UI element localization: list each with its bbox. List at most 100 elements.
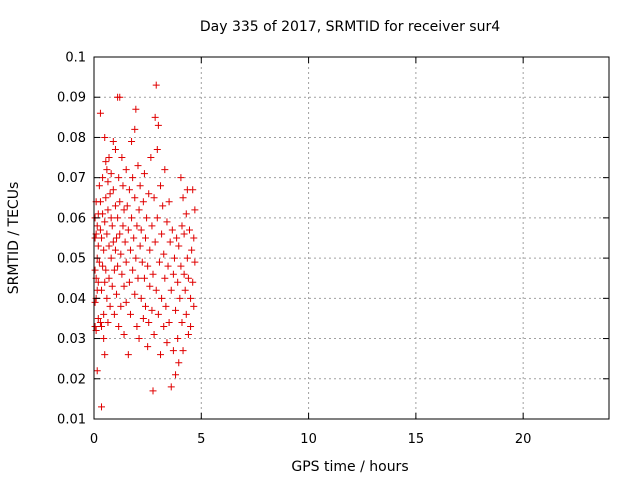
- data-point: [180, 270, 188, 278]
- data-point: [185, 226, 193, 234]
- data-point: [128, 137, 136, 145]
- data-point: [106, 302, 114, 310]
- data-point: [159, 202, 167, 210]
- data-point: [101, 218, 109, 226]
- data-point: [131, 125, 139, 133]
- data-point: [168, 226, 176, 234]
- data-point: [182, 310, 190, 318]
- data-point: [119, 182, 127, 190]
- data-point: [167, 286, 175, 294]
- data-point: [183, 254, 191, 262]
- data-point: [95, 258, 103, 266]
- data-point: [158, 294, 166, 302]
- data-point: [189, 186, 197, 194]
- data-point: [105, 154, 113, 162]
- data-point: [178, 318, 186, 326]
- data-point: [113, 234, 121, 242]
- x-tick-label: 0: [90, 432, 98, 447]
- data-point: [133, 322, 141, 330]
- data-point: [122, 298, 130, 306]
- data-point: [188, 246, 196, 254]
- data-point: [101, 351, 109, 359]
- data-point: [99, 174, 107, 182]
- data-point: [138, 258, 146, 266]
- data-point: [152, 81, 160, 89]
- data-point: [102, 266, 110, 274]
- data-point: [167, 383, 175, 391]
- data-point: [184, 274, 192, 282]
- data-point: [137, 294, 145, 302]
- data-point: [125, 278, 133, 286]
- data-point: [148, 222, 156, 230]
- data-point: [113, 290, 121, 298]
- y-tick-label: 0.02: [57, 372, 86, 387]
- data-point: [119, 222, 127, 230]
- data-point: [126, 246, 134, 254]
- data-point: [161, 274, 169, 282]
- x-tick-label: 15: [408, 432, 425, 447]
- data-point: [120, 206, 128, 214]
- data-point: [142, 302, 149, 310]
- data-point: [100, 335, 108, 343]
- data-point: [96, 109, 104, 117]
- data-point: [128, 214, 136, 222]
- data-point: [126, 310, 134, 318]
- data-point: [134, 162, 142, 170]
- data-point: [98, 322, 106, 330]
- data-point: [102, 158, 110, 166]
- data-point: [108, 282, 116, 290]
- data-point: [129, 266, 137, 274]
- data-point: [177, 262, 185, 270]
- data-point: [144, 262, 152, 270]
- data-point: [115, 174, 123, 182]
- data-point: [160, 322, 168, 330]
- data-point: [109, 186, 117, 194]
- y-tick-label: 0.01: [57, 413, 86, 428]
- data-point: [109, 137, 117, 145]
- data-point: [137, 226, 145, 234]
- data-point: [103, 294, 111, 302]
- data-point: [187, 322, 195, 330]
- y-tick-label: 0.04: [57, 292, 86, 307]
- y-tick-label: 0.08: [57, 131, 86, 146]
- y-tick-labels: 0.01 0.02 0.03 0.04 0.05 0.06 0.07 0.08 0.09 0.1: [57, 51, 86, 428]
- data-point: [152, 286, 160, 294]
- data-point: [165, 198, 173, 206]
- data-point: [135, 335, 143, 343]
- data-point: [115, 322, 123, 330]
- data-point: [191, 206, 199, 214]
- data-point: [114, 214, 122, 222]
- data-point: [122, 258, 130, 266]
- data-point: [178, 222, 186, 230]
- data-point: [165, 318, 173, 326]
- data-point: [146, 282, 154, 290]
- data-point: [95, 182, 103, 190]
- data-point: [100, 310, 108, 318]
- data-point: [111, 246, 119, 254]
- data-point: [116, 93, 124, 101]
- data-point: [158, 230, 166, 238]
- data-point: [172, 371, 180, 379]
- data-point: [180, 230, 188, 238]
- data-points: [91, 81, 199, 411]
- data-point: [129, 174, 137, 182]
- data-point: [107, 214, 115, 222]
- data-point: [169, 270, 177, 278]
- y-tick-label: 0.1: [65, 51, 86, 66]
- data-point: [104, 318, 112, 326]
- data-point: [131, 194, 139, 202]
- y-tick-label: 0.05: [57, 252, 86, 267]
- data-point: [149, 387, 157, 395]
- axis-ticks: [93, 56, 609, 420]
- data-point: [96, 318, 104, 326]
- data-point: [140, 170, 148, 178]
- data-point: [140, 274, 148, 282]
- data-point: [145, 318, 153, 326]
- data-point: [123, 202, 131, 210]
- data-point: [162, 302, 170, 310]
- data-point: [100, 246, 108, 254]
- data-point: [124, 351, 132, 359]
- data-point: [190, 234, 198, 242]
- data-point: [157, 182, 165, 190]
- data-point: [154, 310, 162, 318]
